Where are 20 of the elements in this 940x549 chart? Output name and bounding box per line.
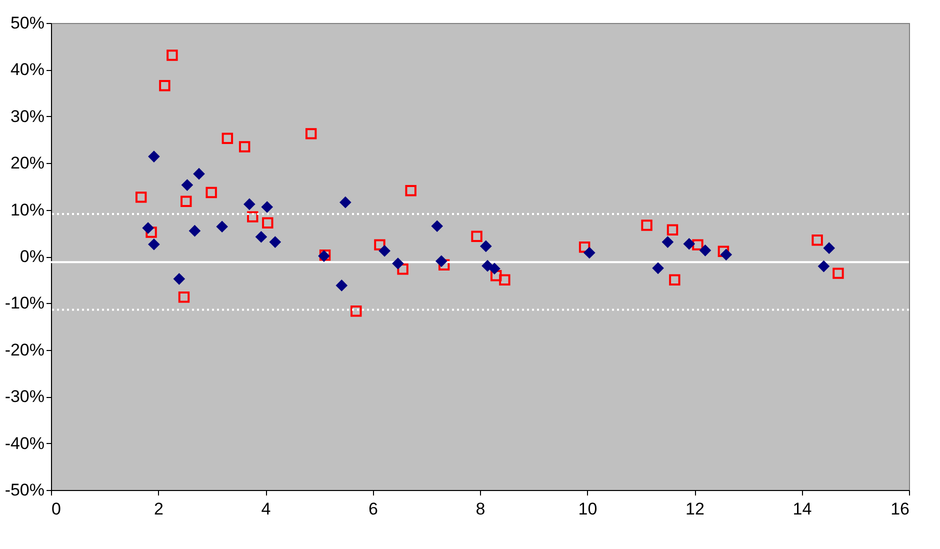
x-tick-label: 4 xyxy=(261,500,271,518)
y-tick-label: -30% xyxy=(4,387,44,406)
y-tick-label: 30% xyxy=(10,106,44,126)
y-tick-label: -20% xyxy=(4,340,44,360)
x-tick-label: 10 xyxy=(578,500,598,518)
y-tick-label: -10% xyxy=(4,294,44,313)
x-tick-label: 0 xyxy=(52,500,61,518)
y-tick-label: 20% xyxy=(10,154,44,173)
y-tick-label: 0% xyxy=(20,247,44,266)
y-tick-label: 10% xyxy=(10,200,44,220)
x-tick-label: 2 xyxy=(154,500,164,518)
y-tick-label: 40% xyxy=(10,60,44,80)
y-tick-label: -40% xyxy=(4,434,44,453)
x-tick-label: 12 xyxy=(686,500,704,518)
x-tick-label: 14 xyxy=(792,500,812,518)
x-tick-label: 16 xyxy=(890,500,910,518)
y-tick-label: 50% xyxy=(10,14,44,32)
y-tick-label: -50% xyxy=(4,480,44,500)
x-tick-label: 8 xyxy=(476,500,486,518)
x-tick-label: 6 xyxy=(368,500,378,518)
